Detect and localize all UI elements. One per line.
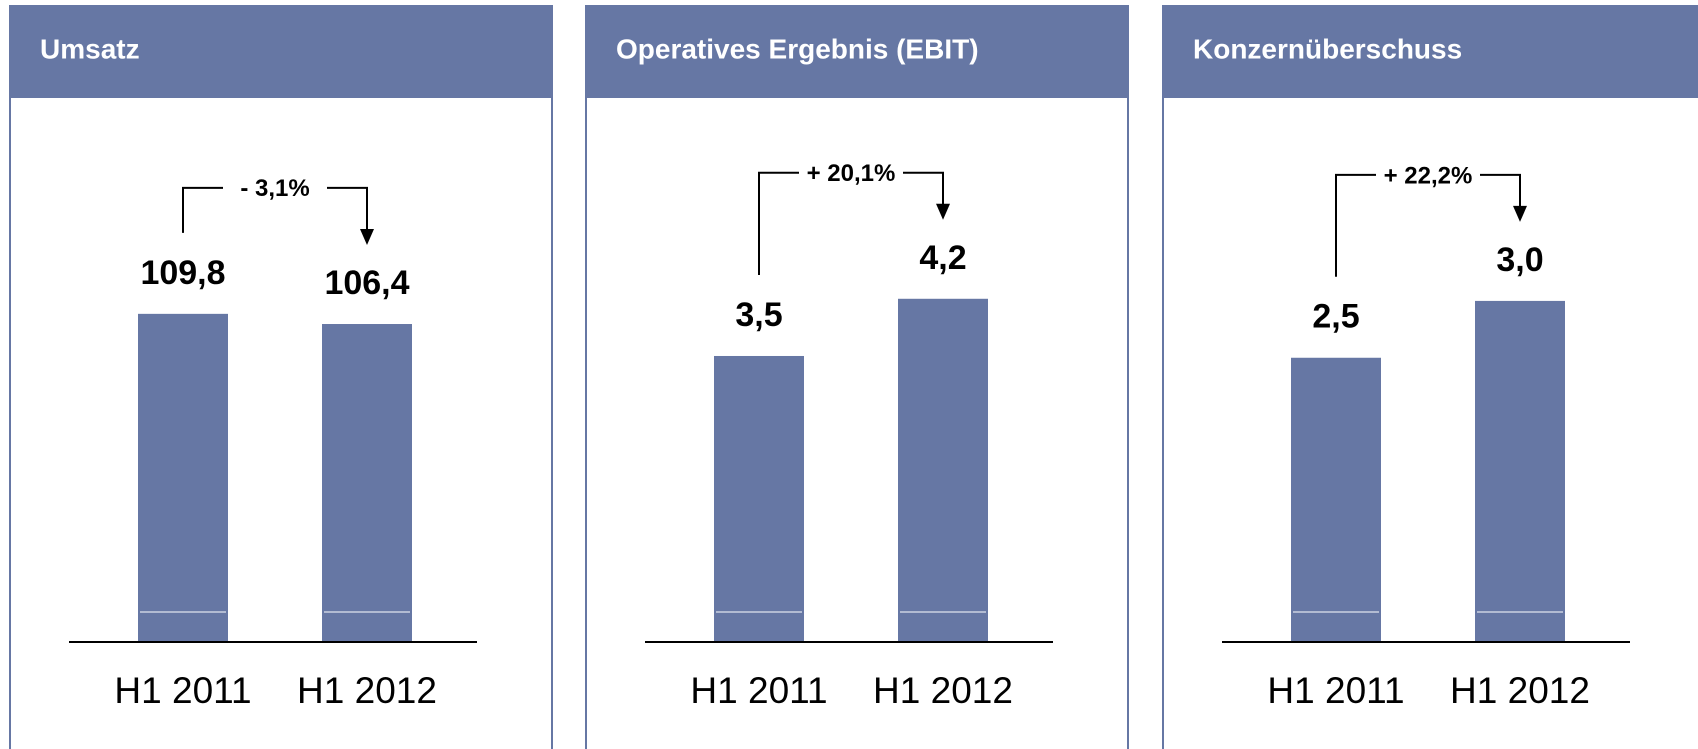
bracket-left [182,186,223,233]
value-label: 4,2 [919,239,966,277]
change-label: - 3,1% [240,175,309,202]
category-label: H1 2011 [114,670,251,711]
category-label: H1 2012 [873,670,1013,711]
category-label: H1 2011 [1267,670,1404,711]
change-label: + 22,2% [1384,162,1473,189]
category-label: H1 2012 [297,670,437,711]
arrow-head [1513,205,1527,222]
arrow-head [936,203,950,220]
chart-panel: Operatives Ergebnis (EBIT) 3,5 H1 2011 4,2 H… [585,5,1129,749]
panel-header [9,5,553,98]
bracket-right [903,171,944,206]
chart-title: Umsatz [40,33,140,64]
bar [714,355,804,642]
value-label: 106,4 [324,264,409,302]
value-label: 2,5 [1312,298,1359,336]
value-label: 3,0 [1496,241,1543,279]
panel-header [585,5,1129,98]
panel-frame [1162,5,1698,749]
value-label: 3,5 [735,296,782,334]
panel-frame [585,5,1129,749]
chart-panel: Umsatz 109,8 H1 2011 106,4 H1 2012 - 3,1% [9,5,553,749]
bracket-left [758,171,799,275]
arrow-head [360,229,374,246]
bracket-right [1480,173,1521,208]
chart-panel: Konzernüberschuss 2,5 H1 2011 3,0 H1 2012 + 2… [1162,5,1698,749]
category-label: H1 2011 [690,670,827,711]
bar [898,298,988,642]
chart-title: Konzernüberschuss [1193,33,1462,64]
bar [1475,300,1565,642]
change-label: + 20,1% [807,160,896,187]
bar [322,324,412,642]
category-label: H1 2012 [1450,670,1590,711]
bar [138,313,228,642]
chart-title: Operatives Ergebnis (EBIT) [616,33,979,64]
value-label: 109,8 [140,254,225,292]
bracket-right [327,186,368,232]
bar [1291,357,1381,642]
bracket-left [1335,173,1376,277]
panel-header [1162,5,1698,98]
panel-frame [9,5,553,749]
